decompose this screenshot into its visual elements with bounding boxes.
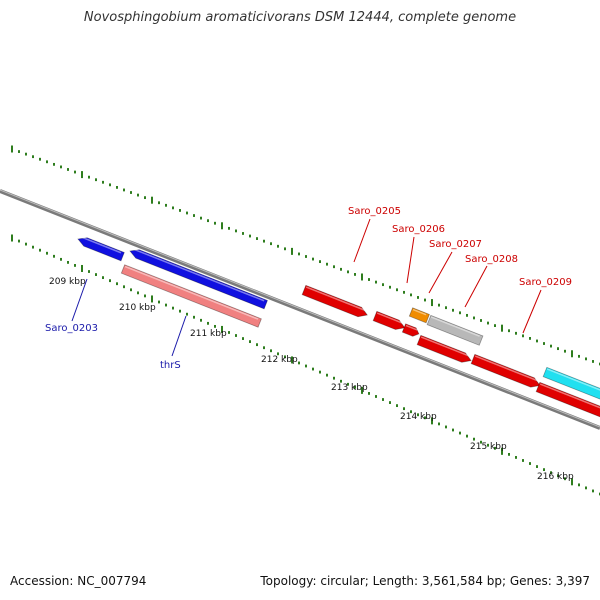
gene-body <box>470 353 541 388</box>
genome-summary-text: Topology: circular; Length: 3,561,584 bp… <box>260 574 590 588</box>
scale-label: 216 kbp <box>537 472 574 482</box>
gene-body <box>77 237 125 262</box>
gene-label-saro-0206[interactable]: Saro_0206 <box>392 224 445 235</box>
gene-highlight <box>305 286 367 312</box>
label-leader-line <box>428 251 453 294</box>
inner-tick-ring <box>11 234 600 496</box>
gene-body <box>372 310 406 330</box>
label-leader-line <box>71 278 88 322</box>
gene-body <box>535 381 600 419</box>
scale-label: 212 kbp <box>261 355 298 365</box>
accession-text: Accession: NC_007794 <box>10 574 147 588</box>
label-leader-line <box>522 289 542 334</box>
gene-feature[interactable] <box>401 323 420 338</box>
gene-feature[interactable] <box>76 235 125 262</box>
gene-label-saro-0203[interactable]: Saro_0203 <box>45 323 98 334</box>
gene-feature[interactable] <box>426 314 484 346</box>
gene-highlight <box>124 265 259 320</box>
gene-highlight <box>474 355 539 382</box>
gene-feature[interactable] <box>470 353 542 390</box>
gene-feature[interactable] <box>535 381 600 421</box>
gene-label-thrs[interactable]: thrS <box>160 360 181 371</box>
map-title: Novosphingobium aromaticivorans DSM 1244… <box>83 10 517 25</box>
gene-feature[interactable] <box>416 334 473 365</box>
gene-body <box>120 264 262 328</box>
label-leader-line <box>406 236 415 284</box>
gene-highlight <box>546 368 600 395</box>
scale-label: 209 kbp <box>49 277 86 287</box>
label-leader-line <box>464 265 488 308</box>
gene-highlight <box>420 336 470 357</box>
label-leaders <box>71 218 542 357</box>
feature-track <box>76 235 600 421</box>
gene-highlight <box>79 235 122 254</box>
scale-label: 211 kbp <box>190 329 227 339</box>
gene-body <box>129 249 268 310</box>
gene-highlight <box>376 312 404 325</box>
gene-label-saro-0209[interactable]: Saro_0209 <box>519 277 572 288</box>
gene-feature[interactable] <box>128 247 268 310</box>
gene-highlight <box>430 316 480 337</box>
gene-feature[interactable] <box>542 366 600 403</box>
gene-highlight <box>412 308 427 316</box>
gene-label-saro-0205[interactable]: Saro_0205 <box>348 206 401 217</box>
gene-feature[interactable] <box>408 307 430 324</box>
gene-body <box>426 314 484 346</box>
gene-body <box>301 284 368 318</box>
outer-tick-ring <box>11 145 600 366</box>
gene-highlight <box>405 324 418 331</box>
label-leader-line <box>353 218 371 263</box>
gene-feature[interactable] <box>372 310 406 332</box>
backbone <box>0 189 600 430</box>
gene-body <box>542 366 600 403</box>
gene-highlight <box>131 247 265 302</box>
label-leader-line <box>171 315 187 357</box>
gene-highlight <box>539 383 600 413</box>
scale-label: 214 kbp <box>400 412 437 422</box>
gene-body <box>401 323 420 337</box>
scale-label: 213 kbp <box>331 383 368 393</box>
gene-body <box>416 334 472 363</box>
scale-label: 215 kbp <box>470 442 507 452</box>
scale-label: 210 kbp <box>119 303 156 313</box>
gene-body <box>408 307 430 324</box>
gene-label-saro-0208[interactable]: Saro_0208 <box>465 254 518 265</box>
gene-label-saro-0207[interactable]: Saro_0207 <box>429 239 482 250</box>
gene-feature[interactable] <box>301 284 369 319</box>
gene-feature[interactable] <box>120 264 262 328</box>
